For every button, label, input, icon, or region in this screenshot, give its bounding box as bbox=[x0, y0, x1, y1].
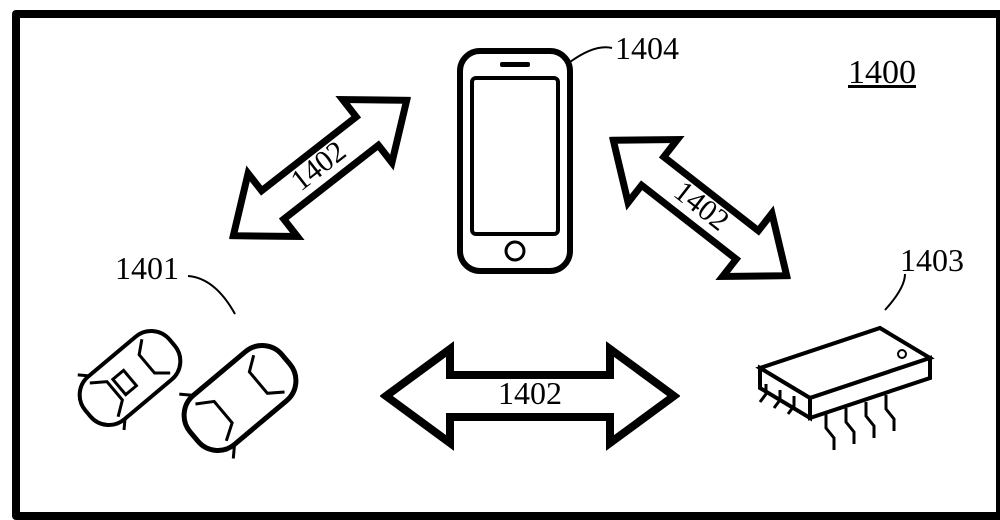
leader-chip bbox=[20, 18, 990, 508]
diagram-frame: 1400 bbox=[12, 10, 1000, 520]
